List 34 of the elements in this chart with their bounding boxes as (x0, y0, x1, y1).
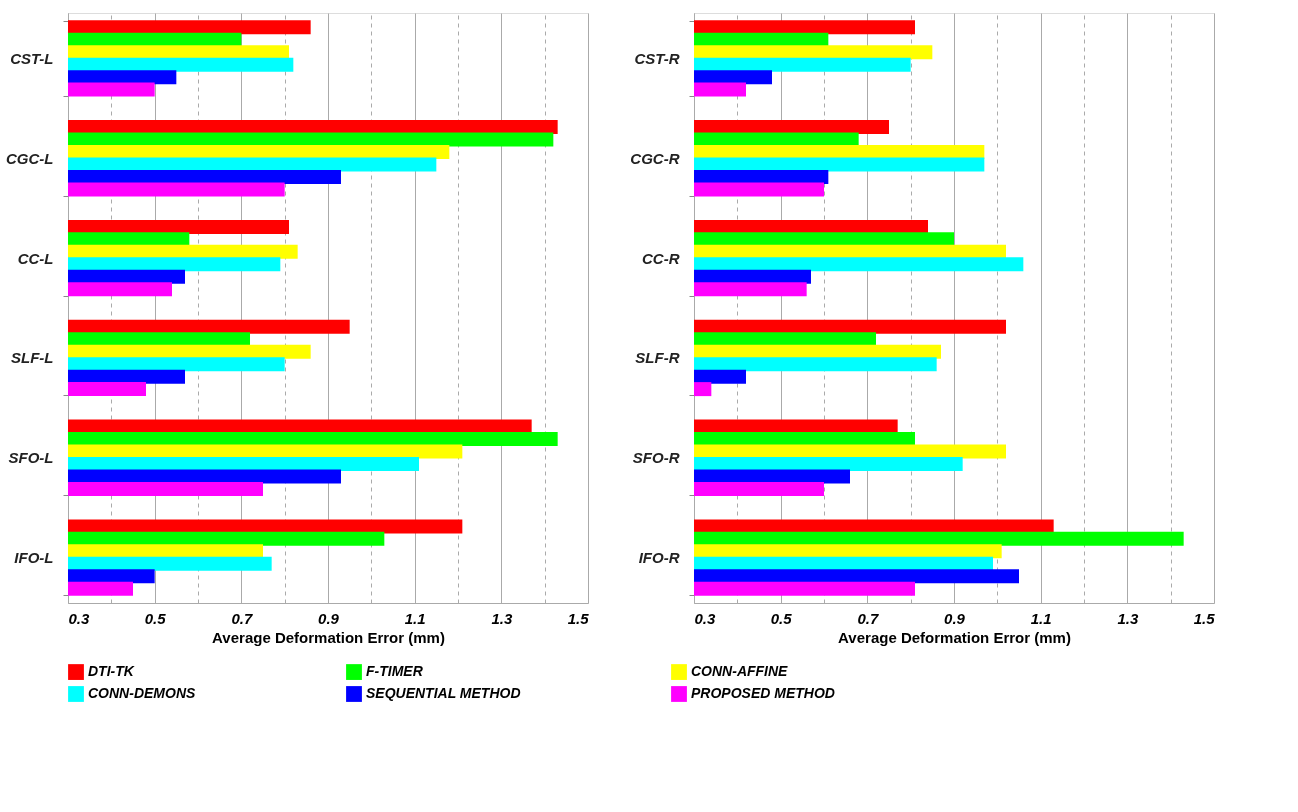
y-tick-label: CST-L (10, 49, 54, 67)
x-tick-label: 0.5 (144, 609, 167, 627)
y-tick-label: SLF-R (635, 349, 680, 367)
x-tick-label: 1.3 (1117, 609, 1139, 627)
x-tick-label: 0.9 (318, 609, 340, 627)
x-tick-label: 0.5 (770, 609, 793, 627)
legend-label: F-TIMER (366, 663, 424, 680)
x-tick-label: 0.7 (231, 609, 253, 627)
x-tick-label: 0.7 (857, 609, 879, 627)
y-tick-label: CST-R (634, 49, 680, 67)
legend-label: PROPOSED METHOD (691, 685, 835, 701)
x-tick-label: 1.1 (404, 609, 426, 627)
y-tick-label: CC-L (17, 249, 54, 267)
x-tick-label: 0.9 (944, 609, 966, 627)
x-tick-label: 0.3 (68, 609, 91, 627)
y-tick-label: SFO-L (8, 449, 54, 467)
y-tick-label: IFO-L (14, 549, 54, 567)
x-tick-label: 1.5 (1193, 609, 1216, 627)
y-tick-label: SLF-L (11, 349, 54, 367)
x-axis-title: Average Deformation Error (mm) (212, 628, 445, 646)
y-tick-label: IFO-R (638, 549, 680, 567)
y-tick-label: CC-R (642, 249, 680, 267)
y-tick-label: CGC-L (6, 149, 54, 167)
y-tick-label: SFO-R (632, 449, 680, 467)
x-tick-label: 1.1 (1030, 609, 1052, 627)
legend-label: CONN-AFFINE (691, 663, 789, 680)
x-tick-label: 1.5 (567, 609, 590, 627)
y-tick-label: CGC-R (630, 149, 680, 167)
x-tick-label: 0.3 (694, 609, 717, 627)
legend-label: CONN-DEMONS (88, 685, 196, 701)
x-axis-title: Average Deformation Error (mm) (838, 628, 1071, 646)
legend-label: SEQUENTIAL METHOD (366, 685, 521, 701)
x-tick-label: 1.3 (491, 609, 513, 627)
legend-label: DTI-TK (88, 663, 135, 680)
